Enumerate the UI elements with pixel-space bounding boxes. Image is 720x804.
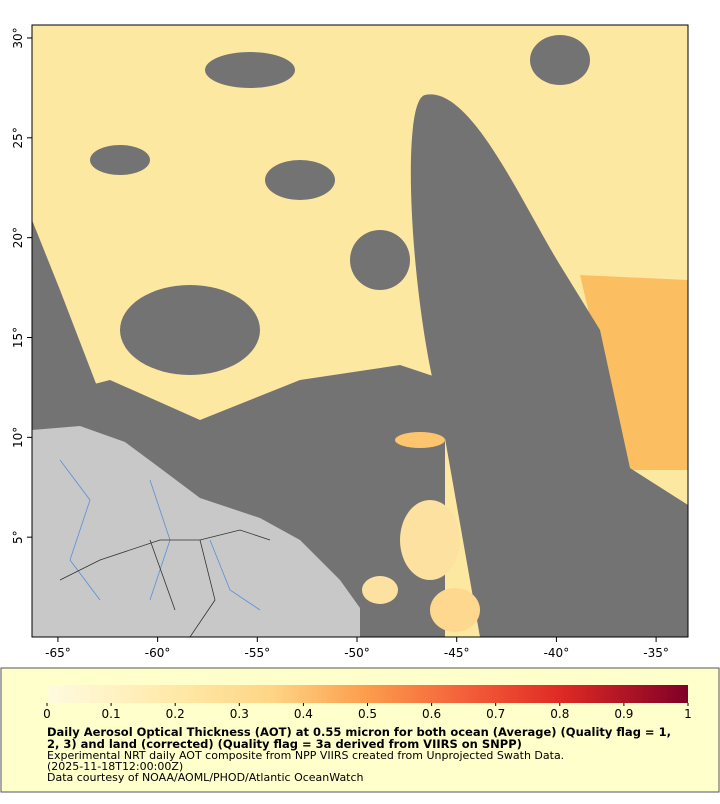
colorbar-tick-label: 0.2 [166, 707, 185, 721]
colorbar-tick-label: 0.7 [486, 707, 505, 721]
colorbar-tick-label: 0.9 [614, 707, 633, 721]
colorbar-tick-label: 0.6 [422, 707, 441, 721]
y-tick-label: 25° [11, 127, 25, 148]
caption-note: Experimental NRT daily AOT composite fro… [47, 749, 564, 762]
x-tick-label: -60° [145, 646, 171, 660]
colorbar-ticks: 0 0.1 0.2 0.3 0.4 0.5 0.6 0.7 0.8 0.9 1 [43, 703, 692, 721]
x-tick-label: -45° [444, 646, 470, 660]
y-tick-label: 15° [11, 327, 25, 348]
map-frame [31, 24, 689, 638]
colorbar-tick-label: 0.4 [294, 707, 313, 721]
map-image [32, 25, 688, 637]
colorbar-tick-label: 0.8 [550, 707, 569, 721]
colorbar-tick-label: 1 [684, 707, 692, 721]
colorbar [47, 685, 688, 703]
colorbar-tick-label: 0.3 [230, 707, 249, 721]
colorbar-tick-label: 0.5 [358, 707, 377, 721]
caption-note: Data courtesy of NOAA/AOML/PHOD/Atlantic… [47, 771, 364, 784]
colorbar-tick-label: 0.1 [102, 707, 121, 721]
y-tick-label: 30° [11, 27, 25, 48]
colorbar-tick-label: 0 [43, 707, 51, 721]
x-tick-label: -55° [245, 646, 271, 660]
y-tick-label: 20° [11, 227, 25, 248]
axis-ticks: -65° -60° -55° -50° -45° -40° -35° 5° 10° 15° 20° 2… [11, 27, 669, 660]
x-tick-label: -40° [544, 646, 570, 660]
caption-title: 2, 3) and land (corrected) (Quality flag… [47, 737, 522, 751]
caption-title: Daily Aerosol Optical Thickness (AOT) at… [47, 725, 671, 739]
y-tick-label: 5° [11, 530, 25, 544]
caption-note: (2025-11-18T12:00:00Z) [47, 760, 183, 773]
x-tick-label: -35° [643, 646, 669, 660]
x-tick-label: -50° [344, 646, 370, 660]
y-tick-label: 10° [11, 427, 25, 448]
x-tick-label: -65° [45, 646, 71, 660]
